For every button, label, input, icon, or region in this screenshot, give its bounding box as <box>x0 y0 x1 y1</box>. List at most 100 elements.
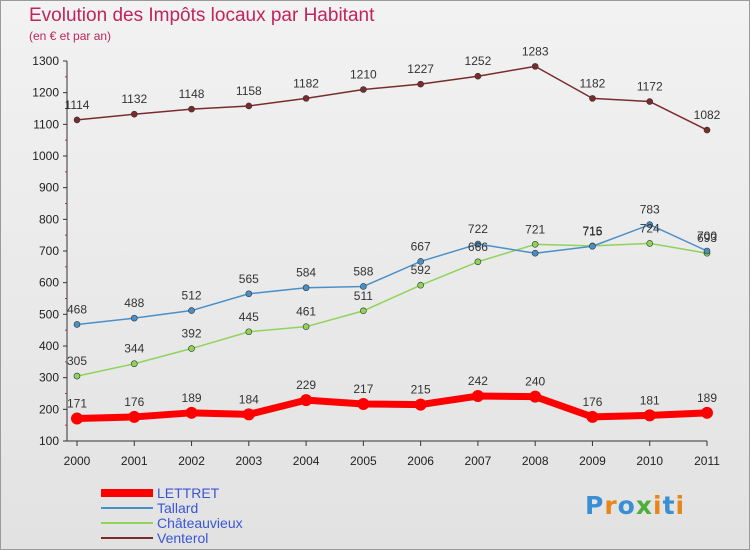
data-label-lettret: 229 <box>296 378 316 392</box>
data-point-venterol <box>589 95 596 102</box>
y-tick-label: 1200 <box>32 86 59 100</box>
data-point-chateauvieux <box>302 323 310 330</box>
x-tick-label: 2005 <box>350 454 377 468</box>
x-tick-label: 2004 <box>293 454 320 468</box>
data-label-lettret: 215 <box>411 383 431 397</box>
data-label-tallard: 667 <box>411 239 431 253</box>
data-point-tallard <box>417 258 424 265</box>
data-label-tallard: 565 <box>239 272 259 286</box>
data-point-lettret <box>471 390 484 403</box>
data-label-tallard: 468 <box>67 302 87 316</box>
data-label-tallard: 584 <box>296 266 316 280</box>
logo-letter: t <box>662 491 676 520</box>
series-line-tallard <box>76 223 708 326</box>
data-point-tallard <box>188 307 195 314</box>
data-point-chateauvieux <box>245 328 253 336</box>
data-point-chateauvieux <box>474 258 482 266</box>
data-label-lettret: 181 <box>640 393 660 407</box>
data-label-lettret: 184 <box>239 392 259 406</box>
logo-letter: P <box>585 491 605 520</box>
y-tick-label: 800 <box>39 212 59 226</box>
y-tick-label: 900 <box>39 181 59 195</box>
y-tick-label: 300 <box>39 371 59 385</box>
data-label-tallard: 588 <box>353 264 373 278</box>
logo-letter: i <box>653 491 663 520</box>
x-tick-label: 2007 <box>465 454 492 468</box>
logo-letter: o <box>617 491 636 520</box>
data-point-tallard <box>245 290 253 298</box>
y-tick-label: 1000 <box>32 149 59 163</box>
data-point-lettret <box>414 398 427 411</box>
data-label-lettret: 176 <box>124 395 144 409</box>
data-label-tallard: 783 <box>640 203 660 217</box>
data-label-venterol: 1252 <box>465 54 492 68</box>
data-point-venterol <box>360 86 367 93</box>
data-label-venterol: 1182 <box>580 76 606 90</box>
data-point-venterol <box>703 126 711 134</box>
data-point-venterol <box>474 72 482 80</box>
data-label-chateauvieux: 721 <box>525 222 545 236</box>
legend-label: Tallard <box>157 500 199 516</box>
y-tick-label: 700 <box>39 244 59 258</box>
legend-swatch <box>101 489 153 497</box>
data-label-tallard: 488 <box>124 296 144 310</box>
data-label-venterol: 1283 <box>522 44 549 58</box>
y-tick-label: 100 <box>39 434 59 448</box>
data-point-tallard <box>703 247 711 255</box>
data-label-lettret: 176 <box>582 395 602 409</box>
x-tick-label: 2003 <box>235 454 262 468</box>
data-label-chateauvieux: 445 <box>239 310 259 324</box>
data-label-chateauvieux: 724 <box>640 221 660 235</box>
data-point-venterol <box>188 105 195 113</box>
data-label-chateauvieux: 666 <box>468 240 488 254</box>
data-point-lettret <box>701 406 713 419</box>
x-tick-label: 2010 <box>636 454 663 468</box>
data-point-chateauvieux <box>188 345 195 352</box>
data-point-lettret <box>242 408 255 421</box>
data-label-lettret: 242 <box>468 374 488 388</box>
data-point-tallard <box>589 242 596 250</box>
data-label-chateauvieux: 592 <box>411 263 431 277</box>
data-point-tallard <box>531 249 539 257</box>
data-label-tallard: 722 <box>468 222 488 236</box>
data-label-venterol: 1210 <box>350 68 377 82</box>
logo-letter: x <box>635 491 653 520</box>
data-label-venterol: 1158 <box>236 84 262 98</box>
data-point-lettret <box>185 406 198 419</box>
data-point-tallard <box>360 283 367 290</box>
data-label-lettret: 189 <box>697 391 717 405</box>
y-tick-label: 200 <box>39 402 59 416</box>
y-tick-label: 1100 <box>33 117 59 131</box>
data-point-lettret <box>529 390 542 403</box>
logo-letter: i <box>675 491 686 520</box>
data-point-tallard <box>474 240 482 248</box>
data-point-chateauvieux <box>73 372 81 380</box>
data-point-lettret <box>300 394 313 407</box>
data-label-tallard: 715 <box>582 224 602 238</box>
data-label-chateauvieux: 693 <box>697 231 717 245</box>
y-tick-label: 400 <box>39 339 59 353</box>
data-label-tallard: 512 <box>182 289 202 303</box>
data-label-venterol: 1082 <box>694 108 721 122</box>
legend-label: LETTRET <box>157 485 220 501</box>
data-point-chateauvieux <box>417 281 424 289</box>
legend-swatch <box>101 522 153 524</box>
data-label-lettret: 217 <box>353 382 373 396</box>
data-point-lettret <box>643 409 656 422</box>
data-point-tallard <box>73 321 81 328</box>
series-line-chateauvieux <box>76 242 708 377</box>
data-point-lettret <box>71 412 83 425</box>
data-point-chateauvieux <box>130 360 138 368</box>
chart-title: Evolution des Impôts locaux par Habitant <box>29 5 375 26</box>
proxiti-logo: Proxiti <box>585 491 685 520</box>
data-label-venterol: 1227 <box>407 62 434 76</box>
legend-label: Venterol <box>157 530 209 546</box>
data-label-lettret: 240 <box>525 375 545 389</box>
series-line-lettret <box>76 392 708 423</box>
data-point-lettret <box>357 397 370 410</box>
data-label-lettret: 171 <box>67 397 87 411</box>
data-label-chateauvieux: 461 <box>296 305 316 319</box>
y-tick-label: 500 <box>39 307 59 321</box>
